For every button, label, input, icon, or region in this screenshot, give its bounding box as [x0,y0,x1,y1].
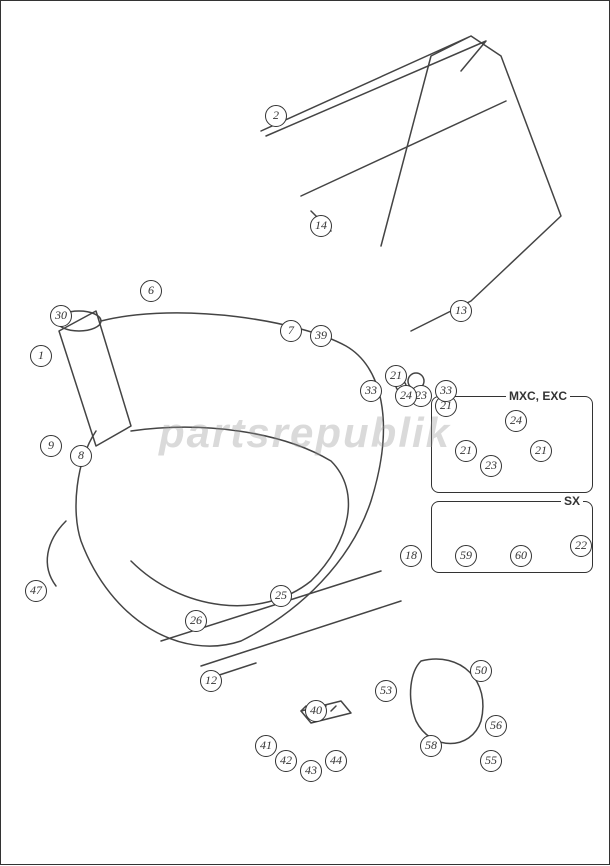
callout-6: 6 [140,280,162,302]
callout-43: 43 [300,760,322,782]
callout-33: 33 [435,380,457,402]
callout-41: 41 [255,735,277,757]
callout-14: 14 [310,215,332,237]
callout-21: 21 [455,440,477,462]
callout-22: 22 [570,535,592,557]
callout-25: 25 [270,585,292,607]
callout-30: 30 [50,305,72,327]
callout-24: 24 [505,410,527,432]
callout-9: 9 [40,435,62,457]
callout-47: 47 [25,580,47,602]
variant-label-mxc-exc: MXC, EXC [506,389,570,403]
callout-56: 56 [485,715,507,737]
callout-8: 8 [70,445,92,467]
callout-59: 59 [455,545,477,567]
callout-39: 39 [310,325,332,347]
callout-50: 50 [470,660,492,682]
callout-2: 2 [265,105,287,127]
callout-44: 44 [325,750,347,772]
callout-26: 26 [185,610,207,632]
callout-58: 58 [420,735,442,757]
callout-24: 24 [395,385,417,407]
callout-40: 40 [305,700,327,722]
callout-55: 55 [480,750,502,772]
callout-21: 21 [530,440,552,462]
callout-42: 42 [275,750,297,772]
callout-21: 21 [385,365,407,387]
callout-33: 33 [360,380,382,402]
callout-1: 1 [30,345,52,367]
callout-23: 23 [480,455,502,477]
callout-12: 12 [200,670,222,692]
frame-parts-diagram: MXC, EXC SX 1267891213141821212121222323… [0,0,610,865]
callout-7: 7 [280,320,302,342]
callout-18: 18 [400,545,422,567]
callout-53: 53 [375,680,397,702]
callout-13: 13 [450,300,472,322]
callout-60: 60 [510,545,532,567]
variant-label-sx: SX [561,494,583,508]
